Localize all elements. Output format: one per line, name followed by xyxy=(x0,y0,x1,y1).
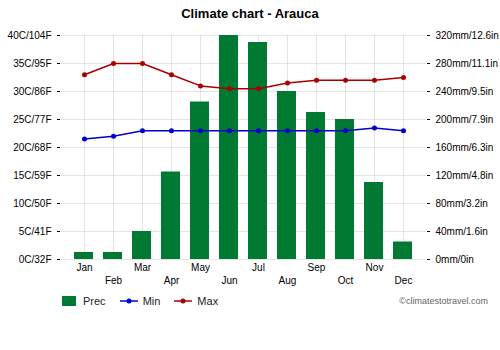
svg-text:5C/41F: 5C/41F xyxy=(19,226,52,237)
svg-text:Nov: Nov xyxy=(366,262,384,273)
svg-text:280mm/11.1in: 280mm/11.1in xyxy=(436,58,499,69)
svg-text:Jun: Jun xyxy=(221,275,237,286)
svg-text:Mar: Mar xyxy=(134,262,152,273)
html-text:©climatestotravel.com: ©climatestotravel.com xyxy=(399,296,488,306)
svg-text:35C/95F: 35C/95F xyxy=(13,58,51,69)
html-text:Prec: Prec xyxy=(83,295,106,307)
svg-text:Feb: Feb xyxy=(105,275,123,286)
svg-text:25C/77F: 25C/77F xyxy=(13,114,51,125)
svg-text:0mm/0in: 0mm/0in xyxy=(436,254,474,265)
html-text:Max: Max xyxy=(197,295,219,307)
svg-text:80mm/3.2in: 80mm/3.2in xyxy=(436,198,488,209)
svg-text:Sep: Sep xyxy=(308,262,326,273)
svg-text:160mm/6.3in: 160mm/6.3in xyxy=(436,142,494,153)
svg-text:40C/104F: 40C/104F xyxy=(8,30,52,41)
svg-text:Aug: Aug xyxy=(279,275,297,286)
svg-text:0C/32F: 0C/32F xyxy=(19,254,52,265)
svg-text:Dec: Dec xyxy=(395,275,413,286)
svg-text:240mm/9.5in: 240mm/9.5in xyxy=(436,86,494,97)
svg-text:120mm/4.8in: 120mm/4.8in xyxy=(436,170,494,181)
svg-text:320mm/12.6in: 320mm/12.6in xyxy=(436,30,499,41)
svg-text:Oct: Oct xyxy=(338,275,354,286)
svg-text:20C/68F: 20C/68F xyxy=(13,142,51,153)
html-text:Min: Min xyxy=(142,295,161,307)
svg-text:Jan: Jan xyxy=(76,262,92,273)
svg-text:15C/59F: 15C/59F xyxy=(13,170,51,181)
svg-text:May: May xyxy=(191,262,210,273)
svg-text:30C/86F: 30C/86F xyxy=(13,86,51,97)
svg-text:Jul: Jul xyxy=(252,262,265,273)
svg-text:200mm/7.9in: 200mm/7.9in xyxy=(436,114,494,125)
svg-text:10C/50F: 10C/50F xyxy=(13,198,51,209)
html-text:Climate chart - Arauca: Climate chart - Arauca xyxy=(181,6,319,21)
svg-text:40mm/1.6in: 40mm/1.6in xyxy=(436,226,488,237)
svg-text:Apr: Apr xyxy=(164,275,180,286)
